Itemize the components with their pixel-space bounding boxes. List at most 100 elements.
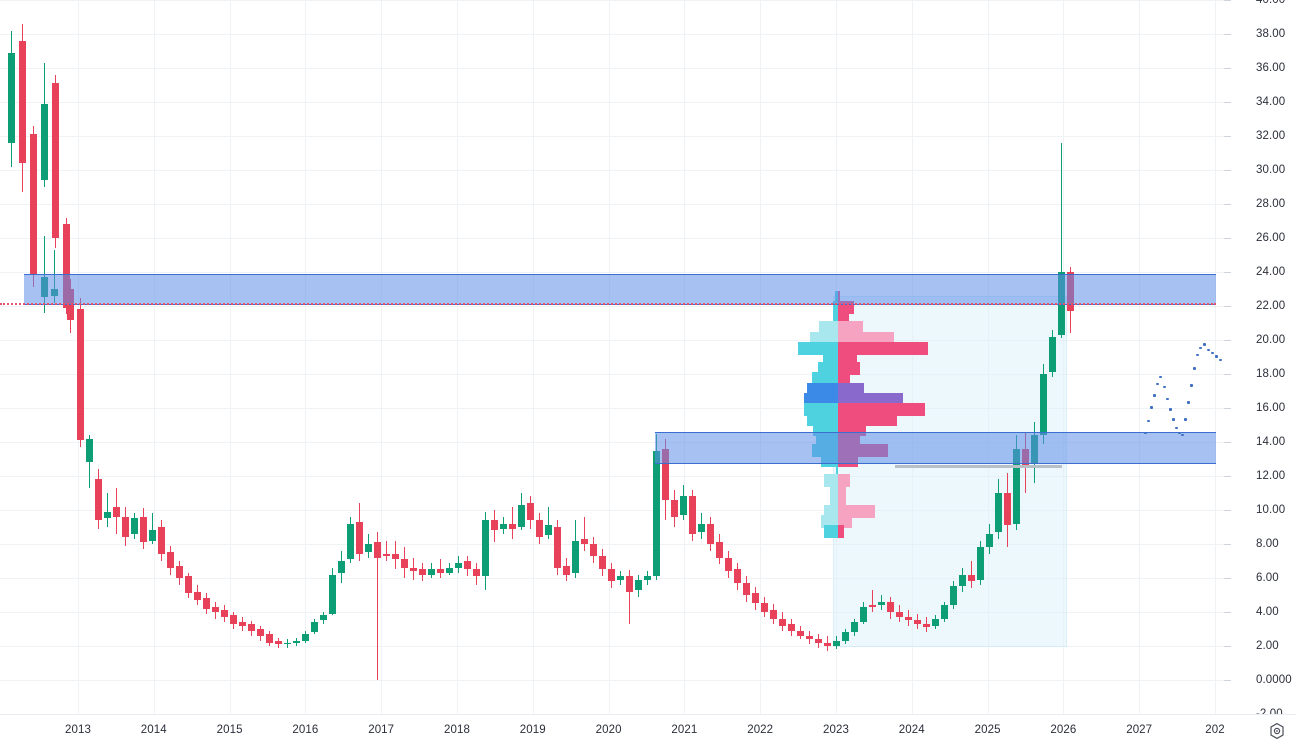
candle-body [1003, 492, 1011, 526]
volume-profile-sell-bar [838, 413, 897, 427]
candle-body [670, 499, 678, 517]
candle-body [490, 520, 498, 531]
y-axis-tick-label: 4.00 [1256, 606, 1279, 618]
gridline-horizontal [0, 680, 1224, 681]
candle-wick [151, 513, 153, 544]
candlestick [238, 617, 246, 631]
candlestick [913, 613, 921, 629]
candlestick [256, 625, 264, 641]
gridline-horizontal [0, 204, 1224, 205]
price-plot-area[interactable] [0, 0, 1224, 714]
candlestick [526, 496, 534, 529]
volume-profile-buy-bar [830, 484, 838, 498]
candlestick [310, 618, 318, 635]
candlestick [499, 516, 507, 534]
gridline-vertical [684, 0, 686, 714]
volume-profile-row [0, 474, 1224, 488]
candlestick [1039, 363, 1047, 444]
candle-body [436, 569, 444, 573]
candlestick [481, 511, 489, 590]
candle-body [994, 492, 1002, 533]
gridline-vertical [987, 0, 989, 714]
candlestick [472, 562, 480, 585]
candlestick [697, 513, 705, 539]
volume-profile-sell-bar [838, 403, 925, 417]
candle-body [544, 525, 552, 536]
projection-path-dot [1207, 348, 1210, 352]
x-axis-time-scale[interactable]: 2013 2014 2015 2016 2017 2018 2019 2020 2021 2022… [0, 714, 1296, 752]
candlestick [274, 637, 282, 648]
candlestick [391, 540, 399, 570]
projection-path-dot [1172, 418, 1175, 421]
candle-body [850, 622, 858, 633]
gridline-horizontal [0, 544, 1224, 545]
candlestick [904, 610, 912, 626]
volume-profile-buy-bar [819, 321, 838, 335]
candlestick [832, 635, 840, 650]
volume-profile-buy-bar [833, 311, 838, 325]
upper-resistance-zone[interactable] [24, 273, 1216, 305]
candle-body [823, 642, 831, 646]
candle-body [607, 569, 615, 582]
y-axis-price-scale[interactable]: 40.00 38.00 36.00 34.00 32.00 30.00 28.00 26.00… [1224, 0, 1296, 720]
projection-path-dot [1169, 408, 1172, 411]
projection-path-dot [1184, 418, 1187, 421]
candlestick [130, 513, 138, 539]
volume-profile-row [0, 392, 1224, 406]
candlestick [571, 520, 579, 578]
y-axis-tick-label: 26.00 [1256, 232, 1286, 244]
volume-profile-sell-bar [838, 352, 857, 366]
mid-support-zone[interactable] [655, 431, 1216, 465]
candlestick [1048, 329, 1056, 378]
y-axis-tick-mark [1224, 646, 1231, 647]
candle-body [139, 516, 147, 543]
candlestick [661, 438, 669, 521]
y-axis-tick-label: 36.00 [1256, 62, 1286, 74]
candle-body [184, 576, 192, 594]
candle-wick [547, 506, 549, 539]
y-axis-tick-mark [1224, 374, 1231, 375]
candle-body [526, 503, 534, 521]
candle-body [400, 559, 408, 568]
y-axis-tick-mark [1224, 102, 1231, 103]
y-axis-tick-label: 12.00 [1256, 470, 1286, 482]
candlestick [931, 615, 939, 629]
candlestick [634, 574, 642, 597]
candle-body [985, 533, 993, 548]
candle-body [94, 479, 102, 521]
candlestick [967, 561, 975, 589]
volume-profile-buy-bar [822, 352, 838, 366]
volume-profile-sell-bar [838, 515, 852, 529]
candle-body [688, 496, 696, 534]
candle-body [931, 618, 939, 626]
candle-body [580, 538, 588, 544]
candle-body [373, 542, 381, 558]
y-axis-tick-label: 38.00 [1256, 28, 1286, 40]
candlestick [994, 479, 1002, 539]
projection-path-dot [1147, 419, 1150, 423]
volume-profile-row [0, 311, 1224, 325]
projection-path-dot [1159, 375, 1162, 379]
candlestick [400, 547, 408, 578]
candle-body [589, 543, 597, 556]
gridline-horizontal [0, 374, 1224, 375]
candlestick [454, 555, 462, 573]
gridline-horizontal [0, 238, 1224, 239]
y-axis-tick-mark [1224, 68, 1231, 69]
gridline-horizontal [0, 68, 1224, 69]
candlestick [670, 489, 678, 527]
candle-body [859, 606, 867, 623]
gridline-vertical [229, 0, 231, 714]
y-axis-tick-mark [1224, 680, 1231, 681]
target-crosshair-icon[interactable] [1266, 720, 1288, 742]
candle-body [337, 560, 345, 573]
candle-body [310, 622, 318, 633]
candle-body [895, 611, 903, 618]
dotted-price-level-line[interactable] [0, 302, 1216, 305]
y-axis-tick-label: 2.00 [1256, 640, 1279, 652]
gray-level-line[interactable] [895, 464, 1062, 468]
candle-body [29, 134, 37, 276]
volume-profile-row [0, 382, 1224, 396]
candle-body [598, 555, 606, 570]
